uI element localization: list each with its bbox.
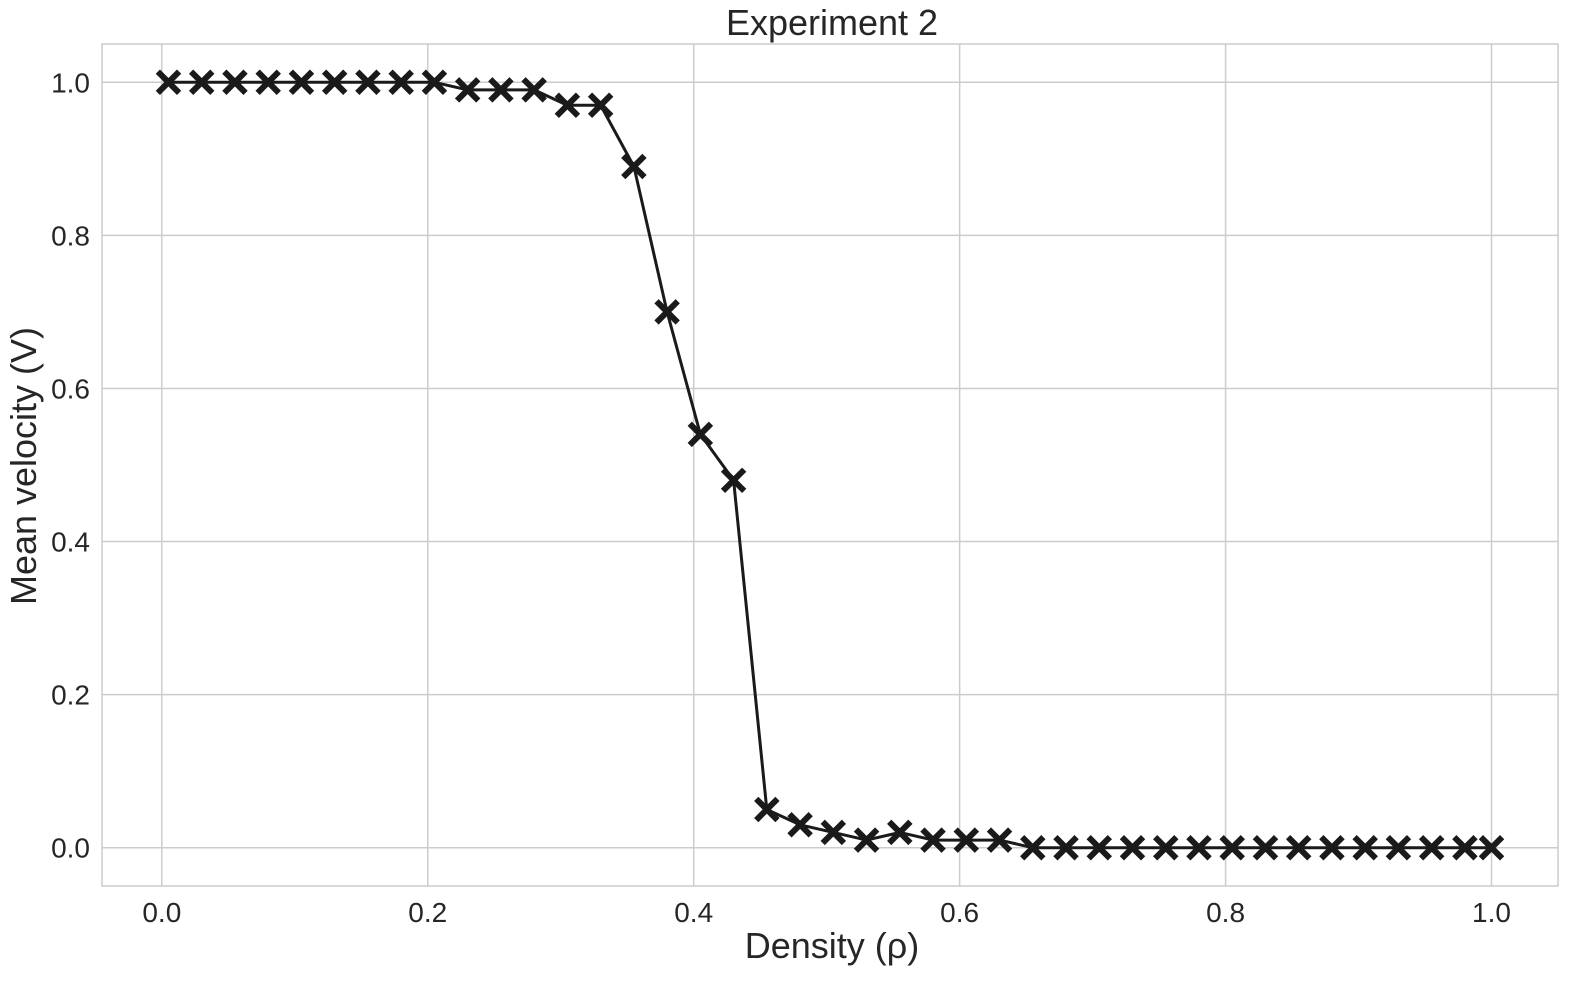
data-point xyxy=(188,69,215,96)
data-point xyxy=(986,827,1013,853)
data-point xyxy=(1252,834,1279,861)
data-point xyxy=(1119,834,1146,861)
data-point xyxy=(488,77,514,103)
x-axis-label: Density (ρ) xyxy=(745,925,920,966)
data-point xyxy=(1285,834,1312,861)
data-point xyxy=(887,819,913,846)
series-line xyxy=(168,80,1492,850)
data-point xyxy=(1478,834,1505,861)
data-point xyxy=(687,421,714,448)
data-point xyxy=(1385,834,1412,861)
data-point xyxy=(554,92,581,118)
data-point xyxy=(155,69,182,96)
data-point xyxy=(421,69,448,96)
data-point xyxy=(222,69,248,96)
data-point xyxy=(820,819,847,846)
y-tick-label: 0.0 xyxy=(51,833,90,864)
data-point xyxy=(521,77,547,103)
data-point xyxy=(787,812,813,838)
x-tick-label: 0.8 xyxy=(1206,897,1245,928)
data-point xyxy=(1352,834,1378,861)
data-point xyxy=(1219,834,1245,861)
data-point xyxy=(621,153,647,180)
x-axis-ticks: 0.0 0.2 0.4 0.6 0.8 1.0 xyxy=(142,897,1511,928)
data-point xyxy=(853,827,880,853)
y-axis-ticks: 0.0 0.2 0.4 0.6 0.8 1.0 xyxy=(51,67,90,863)
data-point xyxy=(1020,834,1046,861)
y-tick-label: 0.6 xyxy=(51,373,90,404)
data-point xyxy=(355,69,381,96)
data-point xyxy=(953,827,980,853)
data-point xyxy=(1053,834,1079,861)
grid-lines xyxy=(102,44,1558,886)
data-point xyxy=(1152,834,1179,861)
data-point xyxy=(720,467,747,494)
data-point xyxy=(920,827,946,853)
data-point xyxy=(321,69,348,96)
data-point xyxy=(754,796,780,823)
data-point xyxy=(1319,834,1345,861)
data-point xyxy=(1186,834,1212,861)
data-point xyxy=(288,69,315,96)
data-point xyxy=(1086,834,1113,861)
y-tick-label: 0.4 xyxy=(51,527,90,558)
y-tick-label: 0.2 xyxy=(51,680,90,711)
data-point xyxy=(255,69,281,96)
x-tick-label: 0.6 xyxy=(940,897,979,928)
data-point xyxy=(1418,834,1445,861)
x-tick-label: 1.0 xyxy=(1472,897,1511,928)
y-tick-label: 0.8 xyxy=(51,220,90,251)
y-axis-label: Mean velocity (V) xyxy=(3,327,44,605)
series-markers xyxy=(155,69,1505,861)
chart-title: Experiment 2 xyxy=(726,2,938,43)
x-tick-label: 0.4 xyxy=(674,897,713,928)
data-point xyxy=(1452,834,1478,861)
x-tick-label: 0.2 xyxy=(408,897,447,928)
data-point xyxy=(454,77,481,103)
data-point xyxy=(388,69,414,96)
plot-frame xyxy=(101,43,1559,887)
x-tick-label: 0.0 xyxy=(142,897,181,928)
y-tick-label: 1.0 xyxy=(51,67,90,98)
data-point xyxy=(654,299,680,325)
data-point xyxy=(587,92,614,118)
